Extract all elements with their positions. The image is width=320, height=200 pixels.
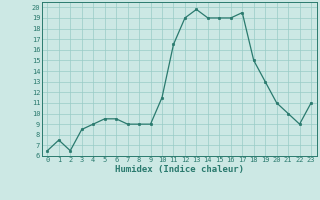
X-axis label: Humidex (Indice chaleur): Humidex (Indice chaleur) [115,165,244,174]
